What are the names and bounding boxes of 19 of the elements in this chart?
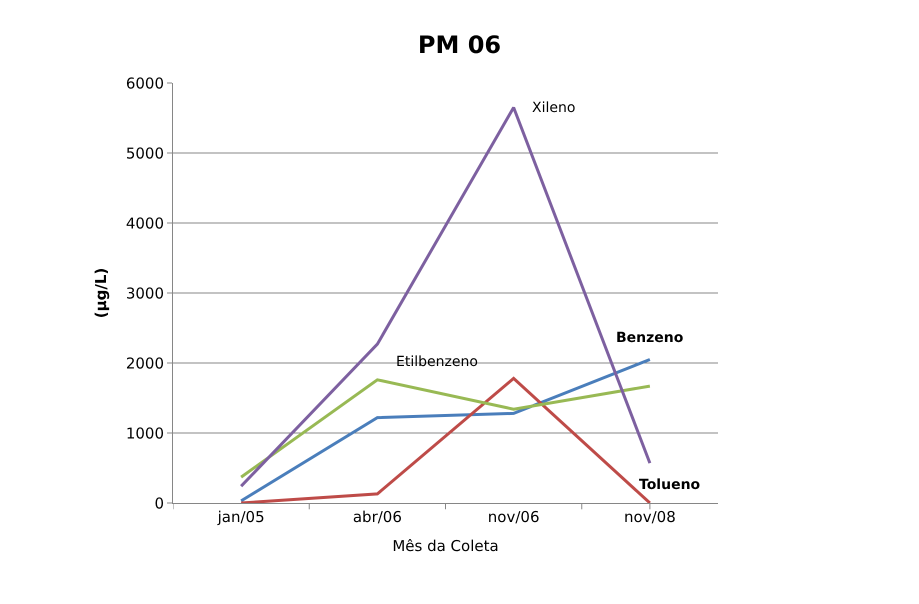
series-label: Xileno bbox=[532, 100, 576, 116]
y-tick-label: 6000 bbox=[126, 74, 164, 92]
chart-title: PM 06 bbox=[418, 31, 502, 60]
series-label: Tolueno bbox=[639, 477, 701, 493]
y-tick-label: 4000 bbox=[126, 214, 164, 232]
y-tick-label: 1000 bbox=[126, 424, 164, 442]
series-label: Benzeno bbox=[616, 330, 684, 346]
y-axis-title: (µg/L) bbox=[92, 268, 110, 318]
y-tick-label: 0 bbox=[154, 494, 164, 512]
x-tick-label: nov/08 bbox=[624, 508, 676, 526]
x-tick-label: jan/05 bbox=[216, 508, 265, 526]
line-series bbox=[240, 378, 652, 479]
x-tick-label: abr/06 bbox=[352, 508, 402, 526]
y-tick-label: 2000 bbox=[126, 354, 164, 372]
x-tick-label: nov/06 bbox=[488, 508, 540, 526]
series-label: Etilbenzeno bbox=[396, 354, 478, 370]
x-axis-title: Mês da Coleta bbox=[392, 537, 499, 555]
y-tick-label: 5000 bbox=[126, 144, 164, 162]
y-tick-label: 3000 bbox=[126, 284, 164, 302]
